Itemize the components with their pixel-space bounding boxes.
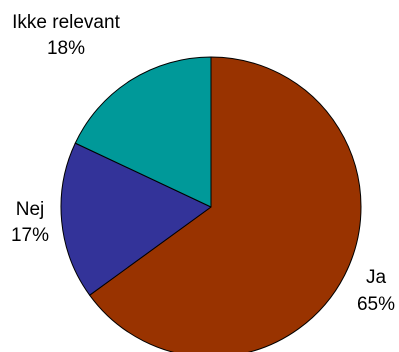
pie-slice-nej [60, 142, 212, 296]
slice-label-ikke-relevant: Ikke relevant [12, 12, 120, 33]
slice-value-nej: 17% [11, 225, 49, 246]
slice-value-ja: 65% [357, 294, 395, 315]
pie-slice-ikke-relevant [74, 56, 212, 208]
slice-value-ikke-relevant: 18% [47, 38, 85, 59]
pie-slices [60, 56, 362, 352]
slice-label-ja: Ja [366, 267, 387, 288]
slice-label-nej: Nej [16, 199, 45, 220]
pie-labels: Ja 65% Nej 17% Ikke relevant 18% [11, 12, 395, 315]
pie-slice-ja [89, 56, 362, 352]
